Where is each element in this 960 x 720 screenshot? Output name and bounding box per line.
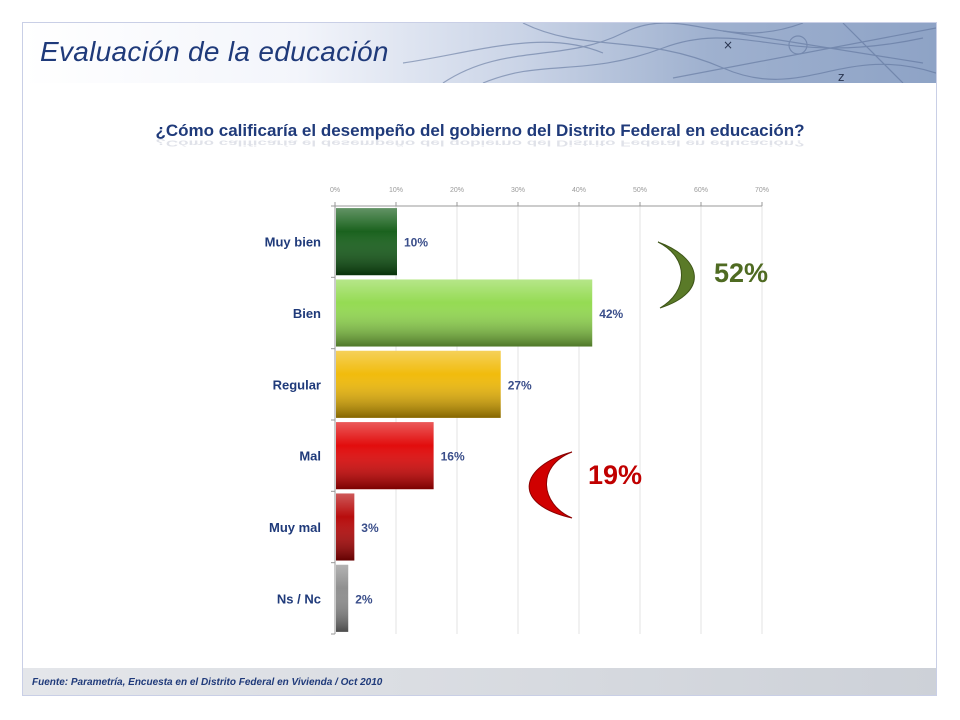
negative-bracket-icon [528, 451, 573, 519]
x-tick-label: 50% [633, 187, 647, 194]
category-label: Mal [299, 449, 321, 464]
positive-total-label: 52% [714, 258, 769, 288]
x-tick-label: 20% [450, 187, 464, 194]
page-title: Evaluación de la educación [40, 36, 389, 67]
x-tick-label: 10% [389, 187, 403, 194]
x-tick-label: 70% [755, 187, 769, 194]
value-label: 10% [404, 236, 428, 250]
category-label: Regular [273, 377, 321, 392]
category-label: Muy bien [265, 235, 321, 250]
value-label: 3% [361, 521, 379, 535]
category-label: Muy mal [269, 520, 321, 535]
banner-decoration-image: × z [402, 23, 936, 83]
bar-shine [336, 422, 434, 490]
x-tick-label: 0% [330, 187, 340, 194]
bar-shine [336, 208, 397, 276]
footer-bar [23, 668, 936, 695]
value-label: 16% [441, 450, 465, 464]
x-tick-label: 60% [694, 187, 708, 194]
negative-total-label: 19% [588, 460, 643, 490]
category-label: Bien [293, 306, 321, 321]
x-tick-label: 40% [572, 187, 586, 194]
svg-text:z: z [838, 70, 844, 83]
x-tick-label: 30% [511, 187, 525, 194]
bar-shine [336, 279, 593, 347]
chart-title: ¿Cómo calificaría el desempeño del gobie… [155, 121, 805, 140]
svg-text:×: × [723, 38, 733, 52]
source-note: Fuente: Parametría, Encuesta en el Distr… [32, 677, 383, 688]
bar-shine [336, 564, 349, 632]
value-label: 27% [508, 378, 532, 392]
bar-shine [336, 493, 355, 561]
category-label: Ns / Nc [277, 591, 321, 606]
value-label: 42% [599, 307, 623, 321]
bar-shine [336, 350, 501, 418]
header-banner: × z [23, 23, 936, 83]
value-label: 2% [355, 592, 373, 606]
positive-bracket-icon [657, 241, 695, 309]
